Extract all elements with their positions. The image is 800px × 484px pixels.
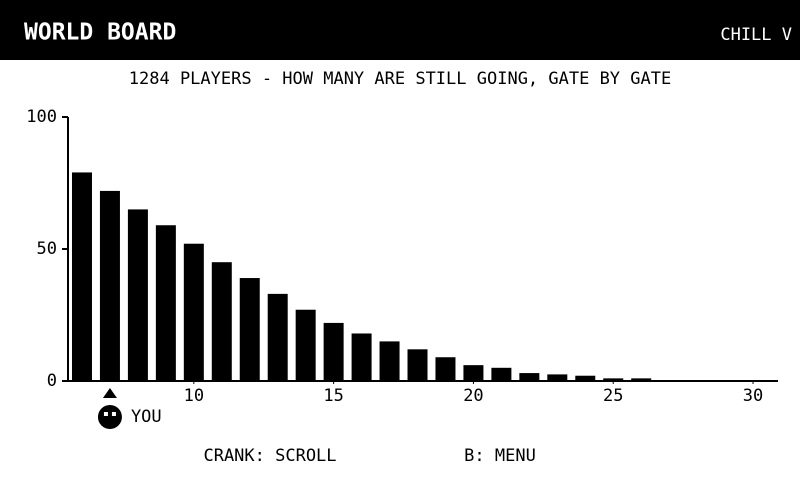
bar <box>155 225 176 381</box>
x-tick-label: 20 <box>463 386 483 406</box>
bar <box>379 341 400 381</box>
x-tick-label: 25 <box>603 386 623 406</box>
x-tick-label: 15 <box>323 386 343 406</box>
bar <box>295 309 316 381</box>
y-tick-label: 100 <box>26 107 57 127</box>
bar <box>183 243 204 381</box>
bar <box>575 375 596 381</box>
header-bar <box>0 0 800 60</box>
bar <box>435 357 456 381</box>
x-tick-label: 30 <box>743 386 763 406</box>
bar <box>71 172 92 381</box>
you-icon <box>97 405 122 429</box>
bar <box>491 367 512 381</box>
y-tick-label: 0 <box>47 371 57 391</box>
header-title: WORLD BOARD <box>24 20 176 46</box>
y-tick-label: 50 <box>37 239 57 259</box>
you-arrow <box>102 388 117 398</box>
bar <box>603 378 624 381</box>
bar <box>323 322 344 381</box>
x-tick-label: 10 <box>184 386 204 406</box>
bar <box>407 349 428 381</box>
hint: B: MENU <box>464 446 536 466</box>
you-eye <box>103 412 108 416</box>
bar <box>127 209 148 381</box>
bar <box>211 262 232 381</box>
you-eye <box>111 412 116 416</box>
bar <box>547 374 568 381</box>
you-label: YOU <box>131 407 162 427</box>
bar <box>239 278 260 381</box>
bar <box>99 190 120 381</box>
bar <box>267 293 288 381</box>
header-mode[interactable]: CHILL V <box>720 25 792 45</box>
chart-title: 1284 PLAYERS - HOW MANY ARE STILL GOING,… <box>129 69 671 89</box>
bar <box>351 333 372 381</box>
bar <box>631 378 652 381</box>
bar <box>519 373 540 381</box>
hint: CRANK: SCROLL <box>203 446 336 466</box>
bar <box>463 365 484 381</box>
